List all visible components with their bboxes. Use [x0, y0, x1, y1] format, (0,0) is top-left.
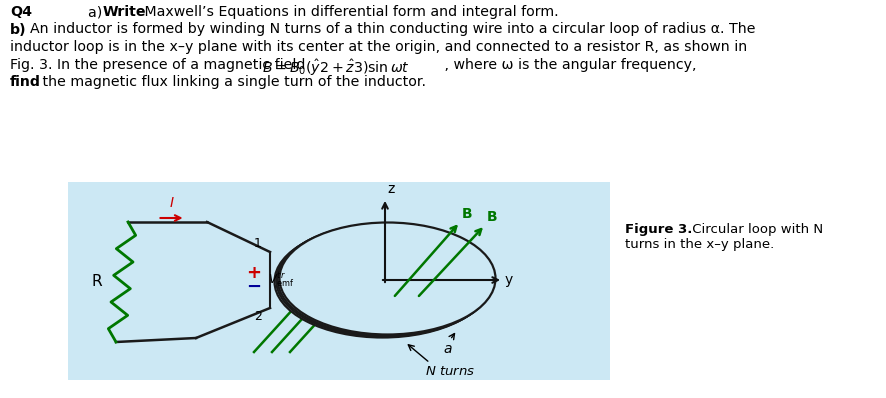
Text: a): a): [88, 5, 106, 19]
Text: −: −: [246, 278, 261, 296]
Text: the magnetic flux linking a single turn of the inductor.: the magnetic flux linking a single turn …: [38, 75, 426, 89]
Text: y: y: [505, 273, 513, 287]
Text: Fig. 3. In the presence of a magnetic field: Fig. 3. In the presence of a magnetic fi…: [10, 57, 310, 72]
Text: $N$ turns: $N$ turns: [425, 365, 475, 378]
Text: b): b): [10, 23, 27, 37]
Text: 2: 2: [254, 310, 262, 323]
Text: Circular loop with N: Circular loop with N: [688, 223, 823, 236]
Text: I: I: [169, 196, 174, 210]
Ellipse shape: [276, 224, 493, 336]
Ellipse shape: [277, 224, 494, 336]
Text: , where ω is the angular frequency,: , where ω is the angular frequency,: [440, 57, 696, 72]
Text: +: +: [246, 264, 261, 282]
Text: $V^{tr}_{\mathrm{emf}}$: $V^{tr}_{\mathrm{emf}}$: [268, 270, 294, 290]
Text: $B = B_0(\hat{y}2 + \hat{z}3)\sin\omega t$: $B = B_0(\hat{y}2 + \hat{z}3)\sin\omega …: [262, 57, 410, 78]
Text: find: find: [10, 75, 41, 89]
Text: B: B: [487, 210, 498, 224]
Text: An inductor is formed by winding N turns of a thin conducting wire into a circul: An inductor is formed by winding N turns…: [30, 23, 756, 37]
Text: Figure 3.: Figure 3.: [625, 223, 692, 236]
Ellipse shape: [279, 222, 495, 334]
Text: Write: Write: [103, 5, 146, 19]
Text: 1: 1: [254, 237, 262, 250]
Text: Maxwell’s Equations in differential form and integral form.: Maxwell’s Equations in differential form…: [140, 5, 559, 19]
Bar: [68, 182, 610, 380]
Text: $a$: $a$: [443, 342, 453, 356]
Text: turns in the x–y plane.: turns in the x–y plane.: [625, 238, 774, 251]
Text: inductor loop is in the x–y plane with its center at the origin, and connected t: inductor loop is in the x–y plane with i…: [10, 40, 747, 54]
Text: Q4: Q4: [10, 5, 32, 19]
Text: B: B: [462, 207, 472, 221]
Text: R: R: [91, 275, 102, 289]
Text: z: z: [387, 182, 394, 196]
Ellipse shape: [275, 226, 491, 338]
